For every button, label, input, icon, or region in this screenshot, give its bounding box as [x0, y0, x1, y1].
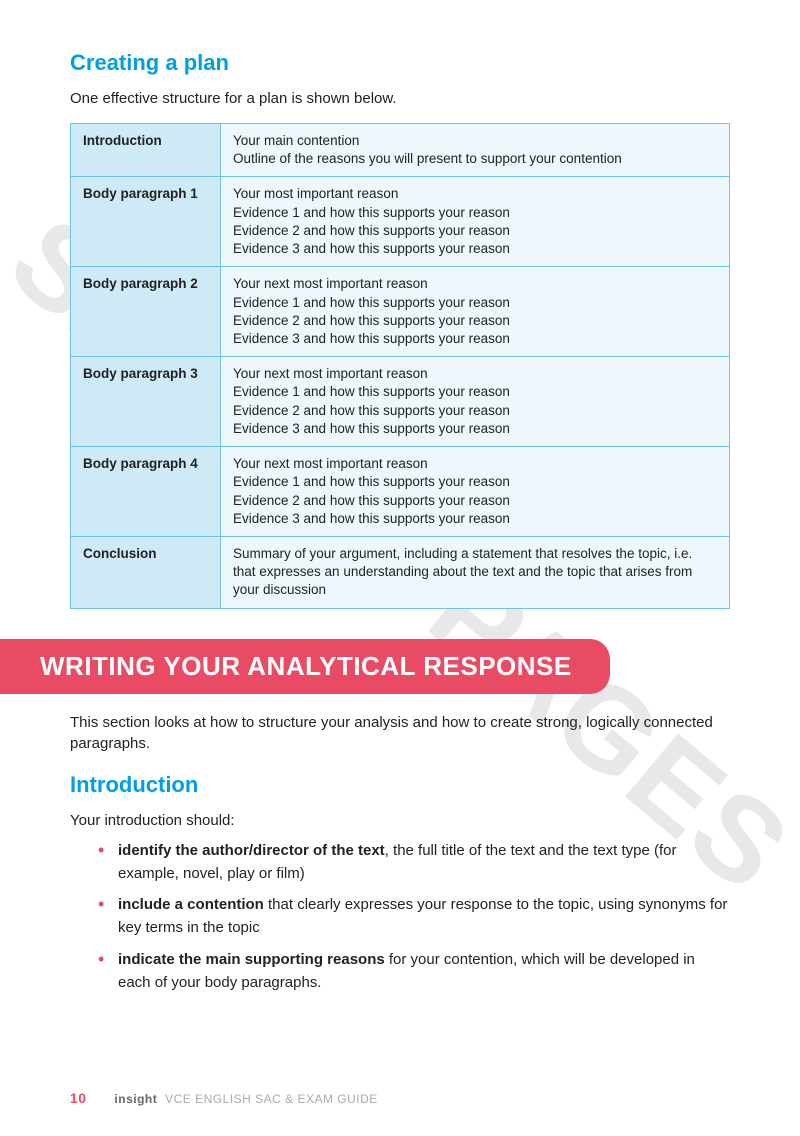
table-row-body: Your next most important reasonEvidence …	[221, 357, 730, 447]
table-row-body: Your main contentionOutline of the reaso…	[221, 124, 730, 177]
table-row: Body paragraph 4Your next most important…	[71, 447, 730, 537]
lead-intro-should: Your introduction should:	[70, 810, 730, 831]
banner-writing-response: WRITING YOUR ANALYTICAL RESPONSE	[0, 639, 610, 694]
page-number: 10	[70, 1090, 87, 1106]
table-row-label: Body paragraph 4	[71, 447, 221, 537]
page-content: Creating a plan One effective structure …	[70, 50, 730, 994]
table-row-label: Body paragraph 2	[71, 267, 221, 357]
footer-title: VCE ENGLISH SAC & EXAM GUIDE	[165, 1092, 378, 1106]
lead-section-intro: This section looks at how to structure y…	[70, 712, 730, 754]
table-row-label: Body paragraph 1	[71, 177, 221, 267]
intro-bullet-list: identify the author/director of the text…	[70, 839, 730, 995]
table-row-body: Your next most important reasonEvidence …	[221, 267, 730, 357]
table-row-label: Introduction	[71, 124, 221, 177]
bullet-bold: indicate the main supporting reasons	[118, 951, 385, 968]
table-row: ConclusionSummary of your argument, incl…	[71, 536, 730, 608]
bullet-bold: include a contention	[118, 896, 264, 913]
list-item: include a contention that clearly expres…	[98, 893, 730, 940]
table-row: Body paragraph 1Your most important reas…	[71, 177, 730, 267]
list-item: indicate the main supporting reasons for…	[98, 948, 730, 995]
table-row-body: Your next most important reasonEvidence …	[221, 447, 730, 537]
table-row: Body paragraph 3Your next most important…	[71, 357, 730, 447]
table-row-label: Body paragraph 3	[71, 357, 221, 447]
heading-creating-a-plan: Creating a plan	[70, 50, 730, 76]
table-row: Body paragraph 2Your next most important…	[71, 267, 730, 357]
bullet-bold: identify the author/director of the text	[118, 842, 385, 859]
footer-brand: insight	[114, 1092, 157, 1106]
table-row-body: Summary of your argument, including a st…	[221, 536, 730, 608]
table-row-body: Your most important reasonEvidence 1 and…	[221, 177, 730, 267]
table-row-label: Conclusion	[71, 536, 221, 608]
plan-table: IntroductionYour main contentionOutline …	[70, 123, 730, 609]
table-row: IntroductionYour main contentionOutline …	[71, 124, 730, 177]
list-item: identify the author/director of the text…	[98, 839, 730, 886]
lead-plan-structure: One effective structure for a plan is sh…	[70, 88, 730, 109]
heading-introduction: Introduction	[70, 772, 730, 798]
page-footer: 10 insight VCE ENGLISH SAC & EXAM GUIDE	[0, 1090, 800, 1106]
